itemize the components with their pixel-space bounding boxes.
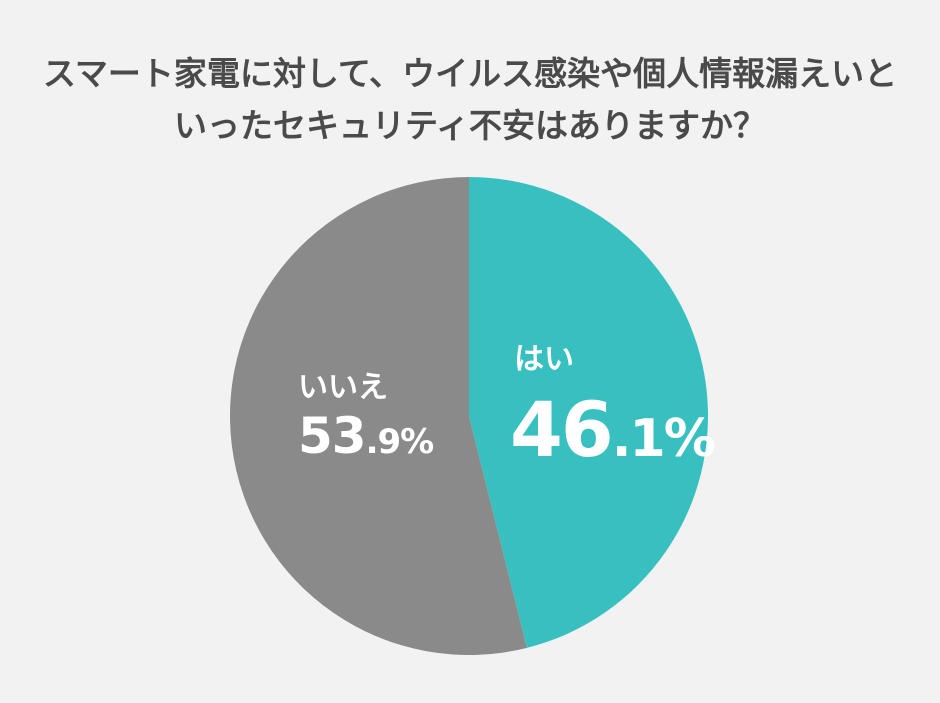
slice-value-no-dec: .9% xyxy=(365,422,435,462)
chart-title-line-2: いったセキュリティ不安はありますか？ xyxy=(173,106,767,145)
pie-slice-no xyxy=(229,177,527,655)
chart-title-line-1: スマート家電に対して、ウイルス感染や個人情報漏えいと xyxy=(42,54,898,93)
slice-value-no: 53.9% xyxy=(298,407,435,465)
slice-value-yes-int: 46 xyxy=(510,385,614,474)
slice-value-no-int: 53 xyxy=(298,407,367,465)
slice-value-yes-dec: .1% xyxy=(611,409,716,469)
chart-title: スマート家電に対して、ウイルス感染や個人情報漏えいと いったセキュリティ不安はあ… xyxy=(0,48,940,152)
slice-label-yes: はい xyxy=(514,342,574,377)
slice-value-yes: 46.1% xyxy=(510,385,716,474)
slice-label-no: いいえ xyxy=(298,370,388,405)
pie-slice-yes xyxy=(469,177,708,648)
